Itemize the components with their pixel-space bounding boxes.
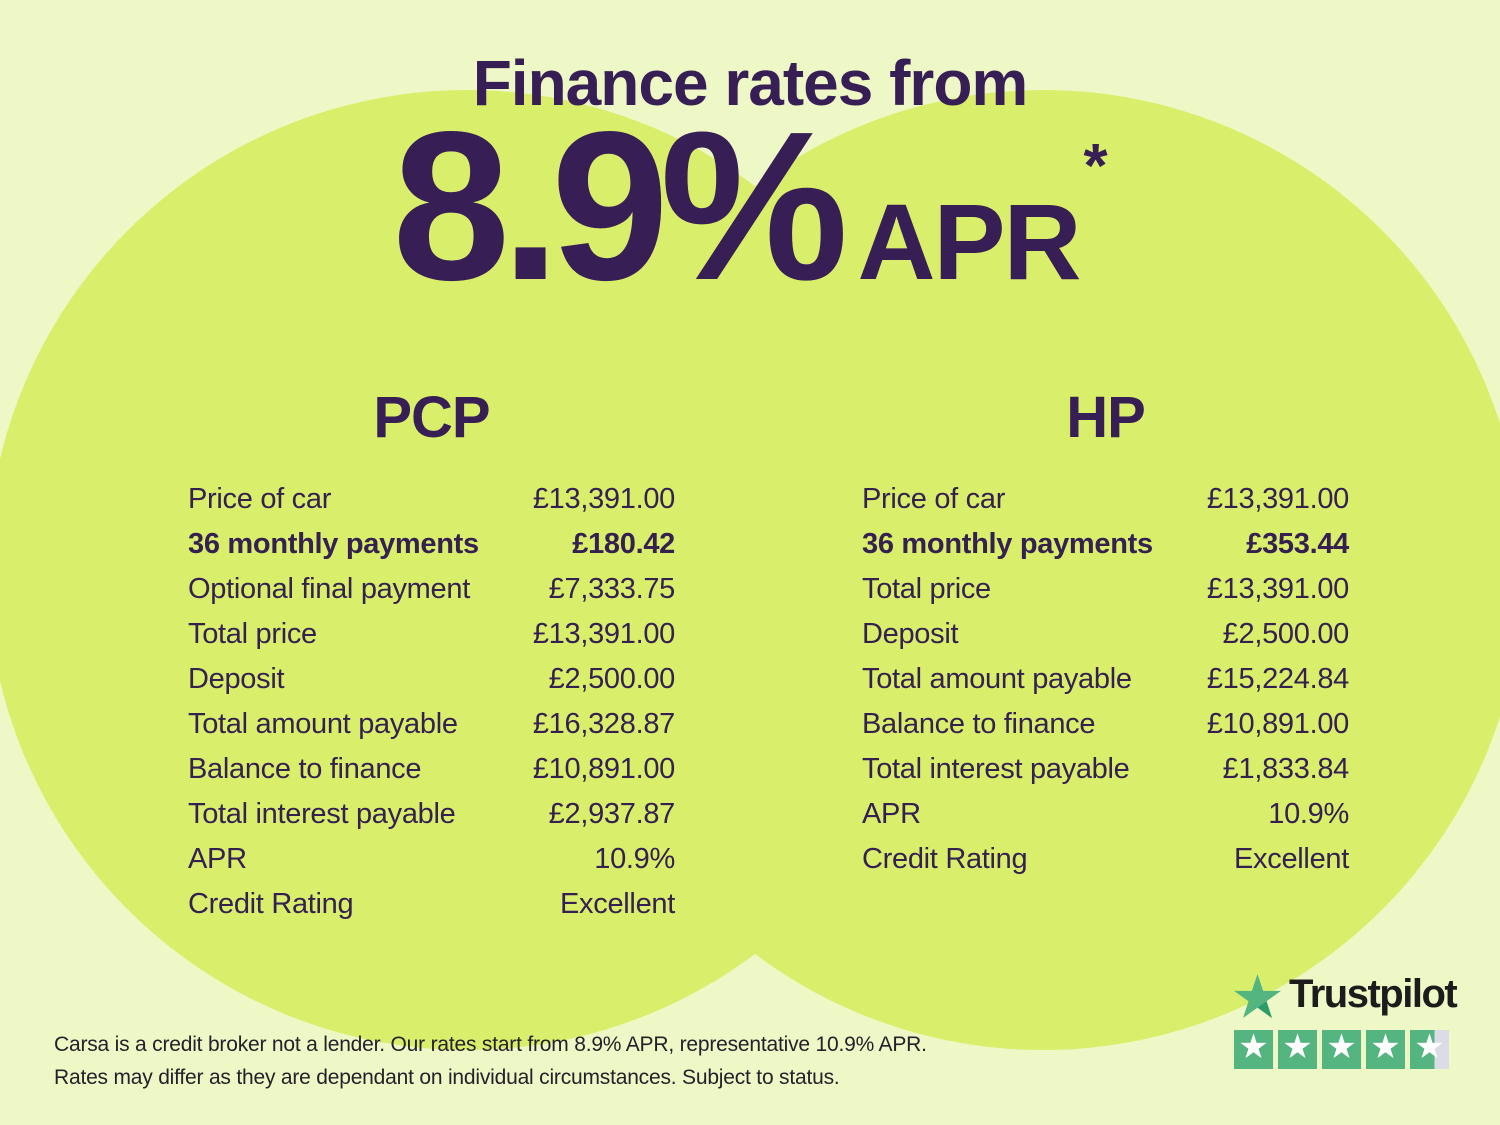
row-label: Balance to finance xyxy=(188,753,422,785)
disclaimer-line-1: Carsa is a credit broker not a lender. O… xyxy=(54,1033,927,1056)
rate-value: 8.9% xyxy=(392,87,848,324)
table-row: Total price £13,391.00 xyxy=(862,567,1349,612)
row-value: £13,391.00 xyxy=(532,483,675,515)
row-value: £2,500.00 xyxy=(1222,618,1350,650)
row-label: Total price xyxy=(188,618,317,650)
table-row: Credit Rating Excellent xyxy=(862,837,1349,882)
row-value: £2,500.00 xyxy=(548,663,676,695)
row-label: Price of car xyxy=(188,483,332,515)
row-label: Optional final payment xyxy=(188,573,470,605)
row-label: APR xyxy=(862,798,921,830)
table-row: Deposit £2,500.00 xyxy=(188,657,675,702)
hp-table: Price of car £13,391.00 36 monthly payment… xyxy=(862,477,1349,882)
page-title: Finance rates from xyxy=(472,47,1029,119)
table-row: APR 10.9% xyxy=(188,837,675,882)
row-value: £10,891.00 xyxy=(1206,708,1349,740)
disclaimer-line-2: Rates may differ as they are dependant o… xyxy=(54,1066,840,1089)
rate-unit: APR xyxy=(857,181,1082,302)
star-icon: ★ xyxy=(1238,1027,1269,1067)
trustpilot-rating-stars: ★ ★ ★ ★ ★ xyxy=(1234,1027,1474,1069)
row-label: Total amount payable xyxy=(862,663,1132,695)
row-value: 10.9% xyxy=(594,843,675,875)
table-row: Total price £13,391.00 xyxy=(188,612,675,657)
row-value: £15,224.84 xyxy=(1206,663,1349,695)
row-value: £13,391.00 xyxy=(1206,573,1349,605)
row-value: £7,333.75 xyxy=(548,573,676,605)
trustpilot-badge: Trustpilot ★ ★ ★ ★ ★ xyxy=(1234,972,1474,1069)
row-label: Total interest payable xyxy=(862,753,1130,785)
trustpilot-star-box: ★ xyxy=(1234,1027,1273,1069)
row-value: £16,328.87 xyxy=(532,708,675,740)
table-row: Optional final payment £7,333.75 xyxy=(188,567,675,612)
table-row: Total interest payable £1,833.84 xyxy=(862,747,1349,792)
row-label: APR xyxy=(188,843,247,875)
trustpilot-star-box: ★ xyxy=(1410,1027,1449,1069)
trustpilot-logo: Trustpilot xyxy=(1234,972,1474,1019)
row-label: Credit Rating xyxy=(862,843,1028,875)
row-label: Deposit xyxy=(862,618,959,650)
row-label: Credit Rating xyxy=(188,888,354,920)
row-value: £10,891.00 xyxy=(532,753,675,785)
row-value: Excellent xyxy=(1234,843,1349,875)
trustpilot-star-box: ★ xyxy=(1278,1027,1317,1069)
row-label: Total price xyxy=(862,573,991,605)
row-label: Total interest payable xyxy=(188,798,456,830)
pcp-column: PCP Price of car £13,391.00 36 monthly pay… xyxy=(188,384,675,927)
row-value: 10.9% xyxy=(1268,798,1349,830)
rate-footnote-marker: * xyxy=(1083,132,1108,201)
row-value: £2,937.87 xyxy=(548,798,676,830)
table-row: APR 10.9% xyxy=(862,792,1349,837)
trustpilot-star-icon xyxy=(1234,974,1281,1019)
table-row: Deposit £2,500.00 xyxy=(862,612,1349,657)
row-value: £353.44 xyxy=(1246,528,1349,560)
row-label: Total amount payable xyxy=(188,708,458,740)
hp-header: HP xyxy=(1066,385,1146,450)
trustpilot-wordmark: Trustpilot xyxy=(1289,972,1458,1016)
row-value: £13,391.00 xyxy=(1206,483,1349,515)
trustpilot-star-box: ★ xyxy=(1366,1027,1405,1069)
table-row: 36 monthly payments £180.42 xyxy=(188,522,675,567)
row-value: £1,833.84 xyxy=(1222,753,1350,785)
pcp-header: PCP xyxy=(373,385,490,450)
headline-rate: 8.9% APR* xyxy=(0,100,1500,312)
row-label: Deposit xyxy=(188,663,285,695)
trustpilot-star-box: ★ xyxy=(1322,1027,1361,1069)
table-row: Credit Rating Excellent xyxy=(188,882,675,927)
row-label: 36 monthly payments xyxy=(862,528,1153,560)
star-icon: ★ xyxy=(1414,1027,1445,1067)
row-value: Excellent xyxy=(560,888,675,920)
hp-column: HP Price of car £13,391.00 36 monthly paym… xyxy=(862,384,1349,882)
row-label: Price of car xyxy=(862,483,1006,515)
row-label: 36 monthly payments xyxy=(188,528,479,560)
table-row: Total amount payable £15,224.84 xyxy=(862,657,1349,702)
row-value: £13,391.00 xyxy=(532,618,675,650)
table-row: Total amount payable £16,328.87 xyxy=(188,702,675,747)
table-row: Balance to finance £10,891.00 xyxy=(188,747,675,792)
row-label: Balance to finance xyxy=(862,708,1096,740)
table-row: Price of car £13,391.00 xyxy=(862,477,1349,522)
star-icon: ★ xyxy=(1326,1027,1357,1067)
table-row: Price of car £13,391.00 xyxy=(188,477,675,522)
star-icon: ★ xyxy=(1370,1027,1401,1067)
background-circle-right xyxy=(563,90,1500,1050)
row-value: £180.42 xyxy=(572,528,675,560)
disclaimer-text: Carsa is a credit broker not a lender. O… xyxy=(54,1028,927,1094)
pcp-table: Price of car £13,391.00 36 monthly payment… xyxy=(188,477,675,927)
star-icon: ★ xyxy=(1282,1027,1313,1067)
table-row: Total interest payable £2,937.87 xyxy=(188,792,675,837)
table-row: 36 monthly payments £353.44 xyxy=(862,522,1349,567)
table-row: Balance to finance £10,891.00 xyxy=(862,702,1349,747)
